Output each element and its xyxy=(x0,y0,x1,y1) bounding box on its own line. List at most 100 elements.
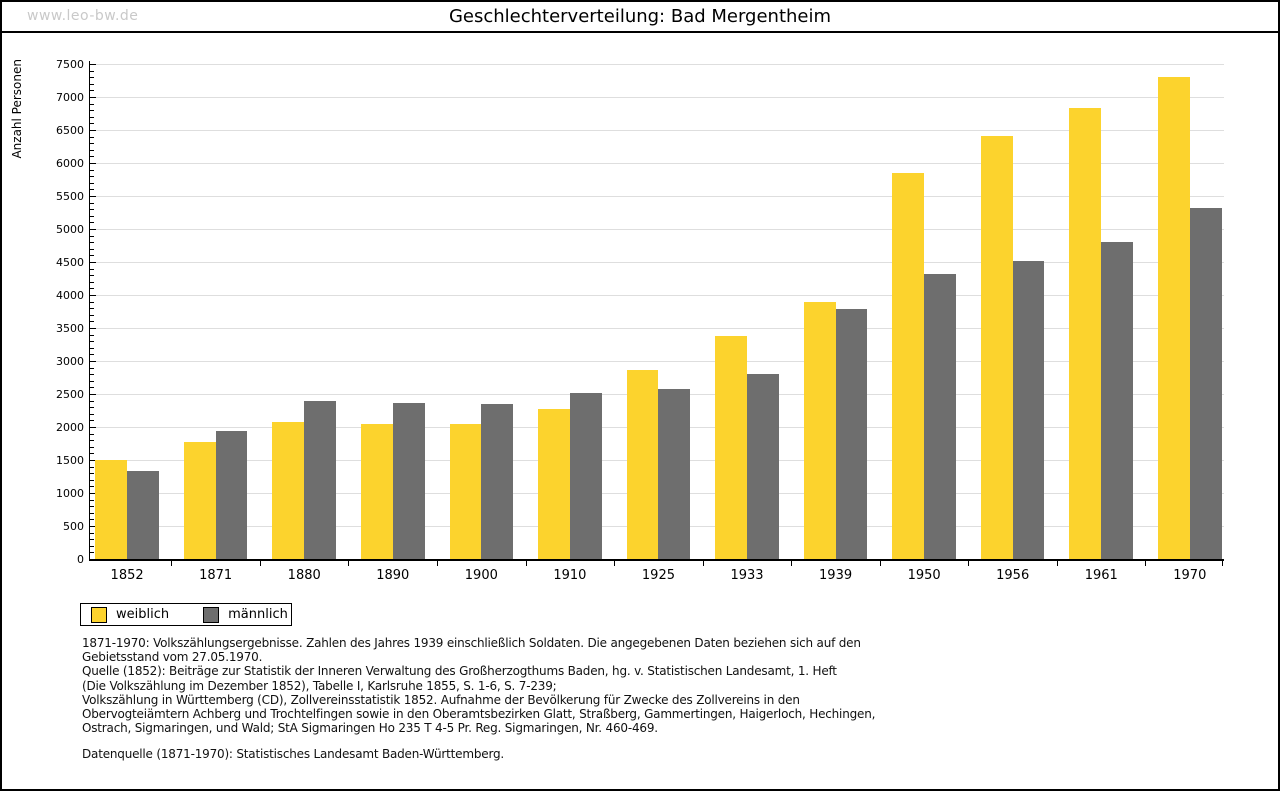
x-tick-label: 1970 xyxy=(1173,568,1207,583)
y-minor-tick xyxy=(90,400,94,402)
bar-männlich-1933 xyxy=(747,373,779,559)
bar-männlich-1880 xyxy=(304,401,337,559)
y-minor-tick xyxy=(90,70,94,72)
y-major-tick xyxy=(90,460,96,461)
legend-label-weiblich: weiblich xyxy=(116,607,170,622)
bar-männlich-1900 xyxy=(481,403,514,559)
y-tick-label: 1000 xyxy=(56,487,84,500)
x-boundary-tick xyxy=(702,560,704,566)
y-minor-tick xyxy=(90,255,94,257)
bar-weiblich-1956 xyxy=(980,135,1013,559)
y-minor-tick xyxy=(90,215,94,217)
y-major-tick xyxy=(90,97,96,98)
y-tick-label: 5000 xyxy=(56,223,84,236)
y-minor-tick xyxy=(90,420,94,422)
bar-weiblich-1933 xyxy=(715,335,748,559)
y-minor-tick xyxy=(90,242,94,244)
x-tick-label: 1961 xyxy=(1084,568,1118,583)
y-minor-tick xyxy=(90,235,94,237)
y-minor-tick xyxy=(90,83,94,85)
x-boundary-tick xyxy=(436,560,438,566)
footnote-line-7: Ostrach, Sigmaringen, und Wald; StA Sigm… xyxy=(82,721,658,736)
x-tick-label: 1852 xyxy=(110,568,144,583)
chart-title: Geschlechterverteilung: Bad Mergentheim xyxy=(448,6,832,27)
bar-weiblich-1890 xyxy=(360,423,393,559)
y-minor-tick xyxy=(90,209,94,211)
bar-männlich-1890 xyxy=(392,402,425,559)
y-gridline xyxy=(90,360,1224,362)
x-boundary-tick xyxy=(171,560,173,566)
y-major-tick xyxy=(90,163,96,164)
y-tick-label: 1500 xyxy=(56,454,84,467)
y-minor-tick xyxy=(90,354,94,356)
y-minor-tick xyxy=(90,380,94,382)
y-gridline xyxy=(90,162,1224,164)
y-tick-label: 2500 xyxy=(56,388,84,401)
x-end-tick xyxy=(1222,560,1223,566)
y-minor-tick xyxy=(90,341,94,343)
y-minor-tick xyxy=(90,466,94,468)
y-minor-tick xyxy=(90,268,94,270)
footnote-line-5: Volkszählung in Württemberg (CD), Zollve… xyxy=(82,692,800,707)
y-minor-tick xyxy=(90,288,94,290)
y-minor-tick xyxy=(90,136,94,138)
y-tick-label: 7500 xyxy=(56,58,84,71)
y-minor-tick xyxy=(90,149,94,151)
y-tick-label: 3000 xyxy=(56,355,84,368)
bar-männlich-1950 xyxy=(924,273,956,559)
legend-label-männlich: männlich xyxy=(228,607,288,622)
y-minor-tick xyxy=(90,539,94,541)
footnote-line-6: Obervogteiämtern Achberg und Trochtelfin… xyxy=(82,707,876,722)
footnote-line-4: (Die Volkszählung im Dezember 1852), Tab… xyxy=(82,678,557,693)
x-tick-label: 1871 xyxy=(199,568,233,583)
y-minor-tick xyxy=(90,182,94,184)
x-boundary-tick xyxy=(791,560,793,566)
y-minor-tick xyxy=(90,407,94,409)
y-minor-tick xyxy=(90,367,94,369)
bar-weiblich-1910 xyxy=(538,409,570,559)
footnote-line-2: Gebietsstand vom 27.05.1970. xyxy=(82,650,263,665)
y-gridline xyxy=(90,96,1224,98)
y-tick-label: 500 xyxy=(63,520,84,533)
bar-männlich-1961 xyxy=(1101,241,1134,559)
y-minor-tick xyxy=(90,103,94,105)
legend-swatch-weiblich xyxy=(91,606,107,623)
y-minor-tick xyxy=(90,176,94,178)
y-minor-tick xyxy=(90,499,94,501)
x-tick-label: 1956 xyxy=(996,568,1030,583)
bar-weiblich-1925 xyxy=(626,370,659,559)
y-tick-label: 6500 xyxy=(56,124,84,137)
y-minor-tick xyxy=(90,512,94,514)
y-gridline xyxy=(90,195,1224,197)
y-minor-tick xyxy=(90,143,94,145)
bar-männlich-1871 xyxy=(215,430,248,559)
bar-männlich-1925 xyxy=(658,389,691,559)
legend-swatch-männlich xyxy=(203,606,220,623)
y-major-tick xyxy=(90,394,96,395)
x-tick-label: 1880 xyxy=(287,568,321,583)
bar-weiblich-1939 xyxy=(803,301,836,559)
y-gridline xyxy=(90,228,1224,230)
y-major-tick xyxy=(90,361,96,362)
footnote-line-3: Quelle (1852): Beiträge zur Statistik de… xyxy=(82,664,837,679)
x-tick-label: 1939 xyxy=(819,568,853,583)
y-minor-tick xyxy=(90,156,94,158)
y-minor-tick xyxy=(90,552,94,554)
y-tick-label: 6000 xyxy=(56,157,84,170)
y-minor-tick xyxy=(90,433,94,435)
x-tick-label: 1950 xyxy=(907,568,941,583)
bar-männlich-1939 xyxy=(835,308,868,559)
y-minor-tick xyxy=(90,301,94,303)
bar-weiblich-1970 xyxy=(1158,76,1190,559)
datasource-line: Datenquelle (1871-1970): Statistisches L… xyxy=(82,747,505,762)
y-minor-tick xyxy=(90,519,94,521)
bar-weiblich-1871 xyxy=(183,441,216,559)
y-minor-tick xyxy=(90,248,94,250)
y-minor-tick xyxy=(90,532,94,534)
y-tick-label: 4500 xyxy=(56,256,84,269)
x-tick-label: 1890 xyxy=(376,568,410,583)
y-major-tick xyxy=(90,229,96,230)
y-minor-tick xyxy=(90,334,94,336)
x-boundary-tick xyxy=(348,560,350,566)
